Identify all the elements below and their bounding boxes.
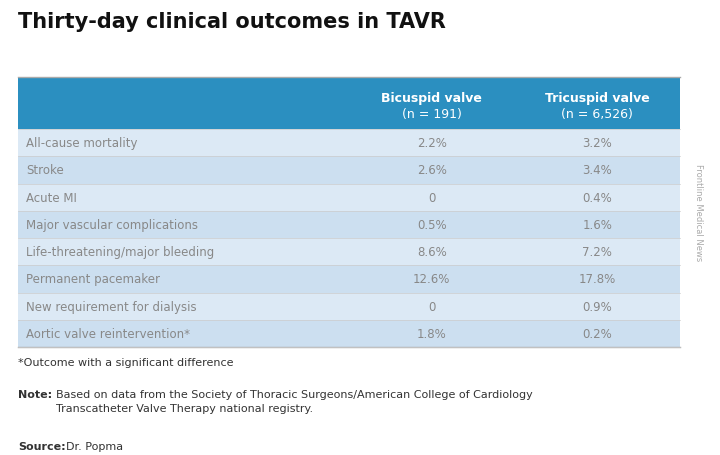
Text: 17.8%: 17.8% xyxy=(579,273,616,286)
Text: 0.2%: 0.2% xyxy=(582,327,612,340)
Text: *Outcome with a significant difference: *Outcome with a significant difference xyxy=(18,357,233,367)
Text: Major vascular complications: Major vascular complications xyxy=(26,218,198,231)
Text: Note:: Note: xyxy=(18,389,52,399)
Text: 0.9%: 0.9% xyxy=(582,300,612,313)
Text: Tricuspid valve: Tricuspid valve xyxy=(545,92,649,105)
Text: 1.8%: 1.8% xyxy=(417,327,446,340)
Text: 0.4%: 0.4% xyxy=(582,191,612,204)
Text: All-cause mortality: All-cause mortality xyxy=(26,137,138,150)
Text: 2.2%: 2.2% xyxy=(417,137,446,150)
Text: Aortic valve reintervention*: Aortic valve reintervention* xyxy=(26,327,190,340)
Text: Based on data from the Society of Thoracic Surgeons/American College of Cardiolo: Based on data from the Society of Thorac… xyxy=(56,389,533,413)
Text: Thirty-day clinical outcomes in TAVR: Thirty-day clinical outcomes in TAVR xyxy=(18,12,446,32)
Text: New requirement for dialysis: New requirement for dialysis xyxy=(26,300,197,313)
Text: 1.6%: 1.6% xyxy=(582,218,612,231)
Text: Acute MI: Acute MI xyxy=(26,191,77,204)
Text: (n = 191): (n = 191) xyxy=(402,107,462,120)
Text: 0: 0 xyxy=(428,300,436,313)
Text: (n = 6,526): (n = 6,526) xyxy=(562,107,633,120)
Text: Frontline Medical News: Frontline Medical News xyxy=(693,164,703,261)
Text: Permanent pacemaker: Permanent pacemaker xyxy=(26,273,160,286)
Text: Bicuspid valve: Bicuspid valve xyxy=(382,92,482,105)
Text: 12.6%: 12.6% xyxy=(413,273,451,286)
Text: 8.6%: 8.6% xyxy=(417,246,446,258)
Text: Stroke: Stroke xyxy=(26,164,64,177)
Text: Dr. Popma: Dr. Popma xyxy=(66,441,123,451)
Text: 3.4%: 3.4% xyxy=(582,164,612,177)
Text: 7.2%: 7.2% xyxy=(582,246,612,258)
Text: 3.2%: 3.2% xyxy=(582,137,612,150)
Text: 0: 0 xyxy=(428,191,436,204)
Text: Life-threatening/major bleeding: Life-threatening/major bleeding xyxy=(26,246,215,258)
Text: 0.5%: 0.5% xyxy=(417,218,446,231)
Text: Source:: Source: xyxy=(18,441,66,451)
Text: 2.6%: 2.6% xyxy=(417,164,446,177)
